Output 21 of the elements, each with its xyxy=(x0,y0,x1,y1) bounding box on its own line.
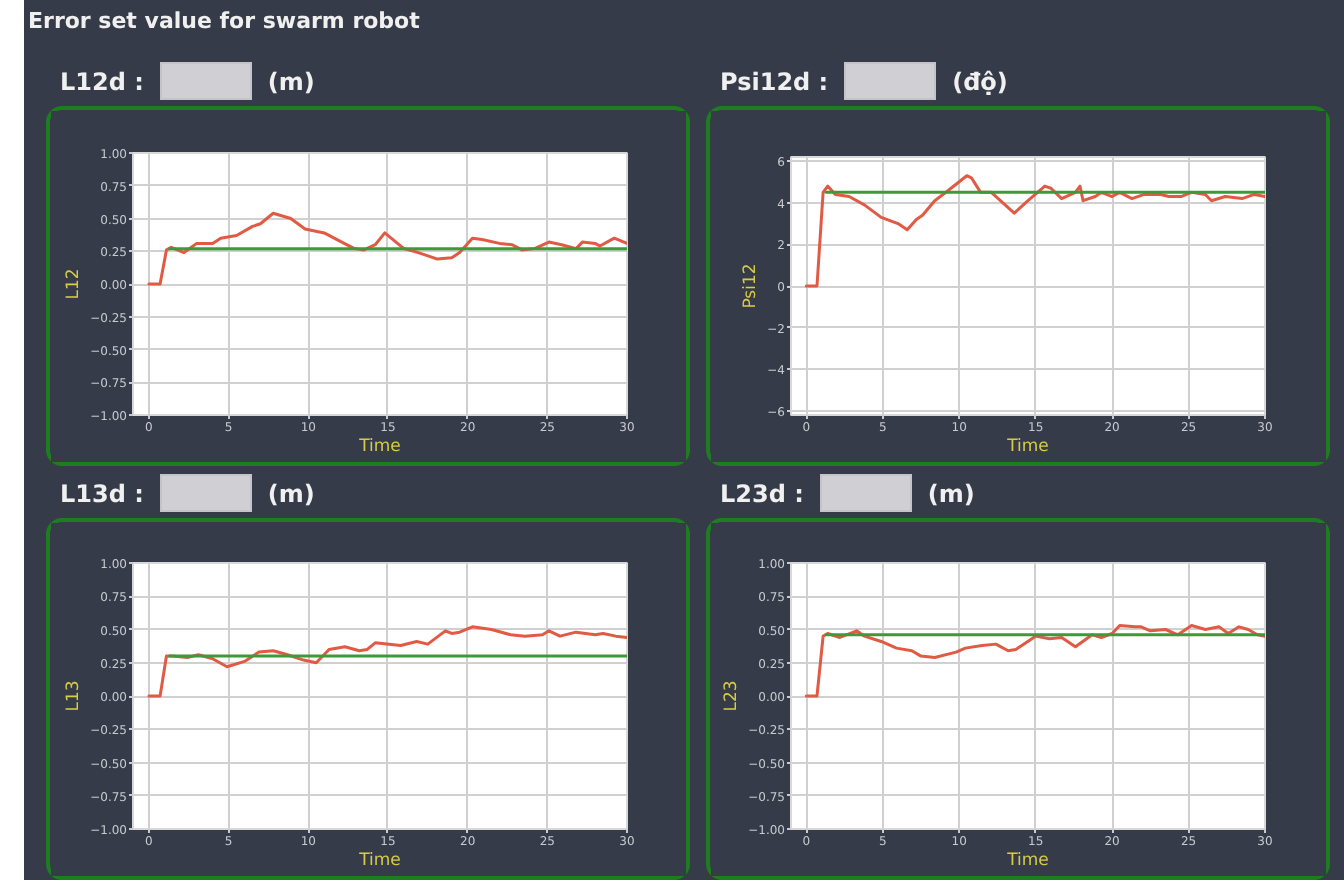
x-axis-title: Time xyxy=(1005,851,1049,871)
chart-title: Psi12d : xyxy=(720,66,829,100)
chart-title: L12d : xyxy=(60,66,144,100)
x-axis-title: Time xyxy=(1005,437,1049,457)
x-axis-title: Time xyxy=(357,437,401,457)
x-axis-title: Time xyxy=(357,851,401,871)
chart-subtitle: (độ) xyxy=(952,66,1008,100)
chart-title: L23d : xyxy=(720,478,804,512)
y-axis-title: L23 xyxy=(722,680,743,712)
y-axis-title: Psi12 xyxy=(741,263,762,309)
y-axis-title: L13 xyxy=(64,680,85,712)
chart-title: L13d : xyxy=(60,478,144,512)
y-axis-title: L12 xyxy=(64,268,85,300)
line-series xyxy=(804,174,1265,288)
line-series xyxy=(147,211,627,286)
line-series xyxy=(147,625,627,698)
chart-subtitle: (m) xyxy=(267,66,315,100)
text: Error set value for swarm robot xyxy=(28,6,420,38)
line-series xyxy=(804,624,1265,698)
chart-subtitle: (m) xyxy=(267,478,315,512)
chart-subtitle: (m) xyxy=(927,478,975,512)
